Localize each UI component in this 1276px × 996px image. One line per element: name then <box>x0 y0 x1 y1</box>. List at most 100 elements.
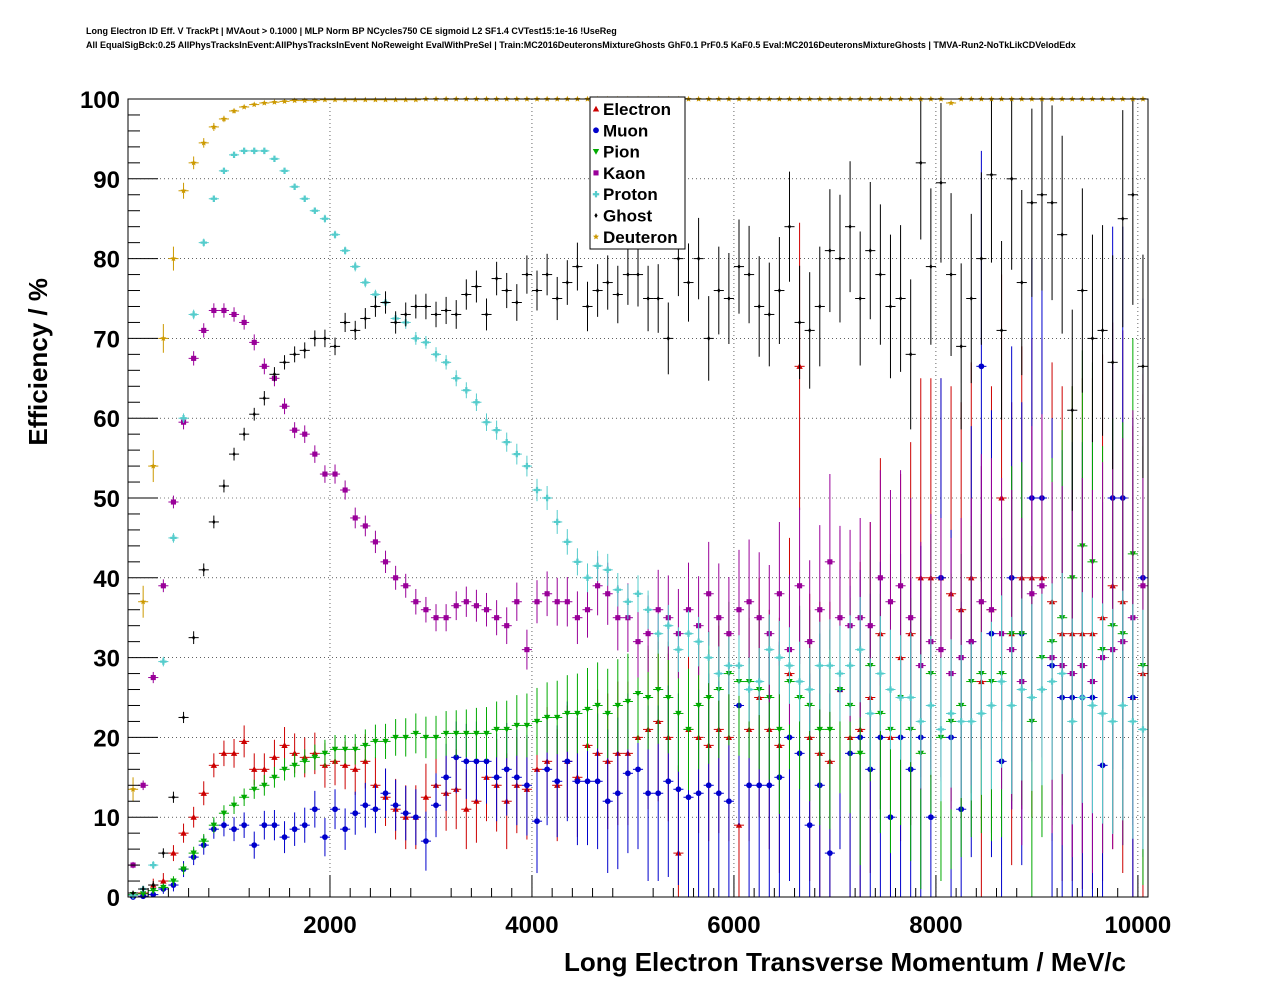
data-point-pion <box>311 754 319 761</box>
data-point-kaon <box>312 451 318 457</box>
data-point-pion <box>139 891 147 898</box>
data-point-pion <box>240 794 248 801</box>
data-point-ghost <box>464 291 468 298</box>
data-point-pion <box>675 710 682 717</box>
data-point-muon <box>645 790 651 797</box>
data-point-deuteron <box>140 598 147 605</box>
data-point-ghost <box>282 359 287 365</box>
data-point-ghost <box>666 335 670 341</box>
data-point-ghost <box>747 272 751 278</box>
data-point-ghost <box>767 311 771 318</box>
x-tick-label: 4000 <box>505 912 558 939</box>
data-point-muon <box>372 806 379 813</box>
data-point-ghost <box>858 295 862 302</box>
data-point-ghost <box>222 483 226 489</box>
data-point-ghost <box>141 886 145 892</box>
data-point-kaon <box>463 599 469 605</box>
data-point-kaon <box>938 647 944 653</box>
data-point-pion <box>493 726 500 733</box>
data-point-proton <box>513 450 521 458</box>
data-point-proton <box>230 151 238 159</box>
data-point-muon <box>231 826 237 833</box>
y-tick-label: 100 <box>80 87 120 114</box>
data-point-muon <box>251 842 258 849</box>
data-point-pion <box>503 726 510 733</box>
data-point-pion <box>543 714 551 721</box>
data-point-kaon <box>877 575 883 581</box>
data-point-kaon <box>473 603 479 609</box>
data-point-proton <box>1028 694 1036 701</box>
legend-marker-muon <box>593 127 599 134</box>
data-point-ghost <box>414 303 418 310</box>
data-point-ghost <box>919 160 923 166</box>
data-point-proton <box>240 147 248 155</box>
y-tick-label: 50 <box>93 486 120 513</box>
data-point-ghost <box>192 635 196 641</box>
data-point-ghost <box>434 311 438 318</box>
data-point-proton <box>311 207 319 214</box>
data-point-ghost <box>1100 327 1105 333</box>
data-point-proton <box>836 670 844 677</box>
data-point-pion <box>564 710 571 717</box>
data-point-ghost <box>636 272 640 278</box>
data-point-pion <box>574 710 581 717</box>
data-point-proton <box>1038 686 1046 693</box>
data-point-muon <box>362 802 369 809</box>
data-point-kaon <box>706 591 712 597</box>
data-point-ghost <box>363 315 367 322</box>
data-point-pion <box>826 726 834 733</box>
data-point-muon <box>342 826 349 833</box>
data-point-ghost <box>262 395 266 401</box>
data-point-ghost <box>939 180 943 186</box>
data-point-ghost <box>242 431 246 437</box>
data-point-proton <box>654 630 662 637</box>
data-point-kaon <box>140 782 146 788</box>
data-point-ghost <box>969 295 973 302</box>
data-point-proton <box>917 718 924 725</box>
data-point-muon <box>382 790 389 797</box>
data-point-proton <box>372 291 379 298</box>
data-point-proton <box>594 562 601 570</box>
data-point-pion <box>695 702 702 709</box>
data-point-electron <box>281 742 288 748</box>
data-point-kaon <box>685 607 692 613</box>
data-point-muon <box>534 818 540 825</box>
data-point-electron <box>170 849 177 856</box>
data-point-pion <box>251 786 258 793</box>
data-point-pion <box>634 690 642 697</box>
data-point-proton <box>341 247 349 254</box>
data-point-pion <box>554 714 561 721</box>
data-series-layer <box>128 95 1148 900</box>
data-point-proton <box>281 167 288 175</box>
data-point-deuteron <box>251 101 258 108</box>
data-point-ghost <box>202 567 206 573</box>
data-point-pion <box>301 758 308 765</box>
data-point-muon <box>705 782 712 789</box>
legend-box <box>589 96 686 250</box>
data-point-kaon <box>221 307 227 314</box>
data-point-proton <box>755 678 763 685</box>
data-point-proton <box>846 662 854 669</box>
data-point-proton <box>1079 694 1086 701</box>
data-point-electron <box>160 877 167 884</box>
data-point-ghost <box>303 347 307 353</box>
data-point-proton <box>533 486 541 494</box>
data-point-ghost <box>383 299 388 306</box>
data-point-muon <box>927 814 934 821</box>
data-point-kaon <box>302 431 308 437</box>
data-point-ghost <box>212 519 216 525</box>
data-point-muon <box>311 806 318 813</box>
legend-marker-deuteron <box>592 233 600 240</box>
data-point-proton <box>735 662 743 669</box>
data-point-muon <box>524 782 530 789</box>
data-point-proton <box>331 231 339 238</box>
data-point-kaon <box>898 583 904 589</box>
data-point-deuteron <box>160 335 167 341</box>
data-point-kaon <box>362 523 368 529</box>
data-point-pion <box>392 734 399 741</box>
data-point-ghost <box>353 327 357 333</box>
data-point-pion <box>422 734 430 741</box>
data-point-electron <box>251 766 258 772</box>
y-tick-label: 20 <box>93 725 120 752</box>
y-tick-label: 0 <box>107 885 120 912</box>
